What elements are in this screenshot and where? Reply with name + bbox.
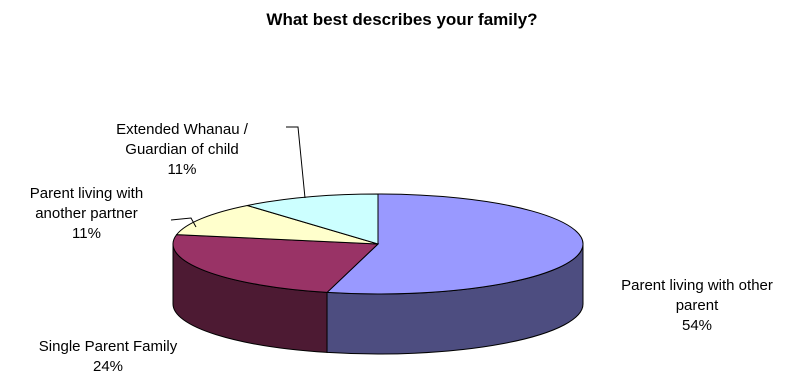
chart-title: What best describes your family? xyxy=(266,10,538,29)
slice-extended-whanau xyxy=(247,193,379,245)
slice-label-parent-living-with-another-partner: Parent living with another partner 11% xyxy=(29,185,144,242)
slice-parent-living-with-other-parent xyxy=(325,193,584,295)
slice-label-single-parent-family: Single Parent Family 24% xyxy=(38,338,178,375)
slice-label-extended-whanau: Extended Whanau / Guardian of child 11% xyxy=(116,121,248,178)
leader-line-extended-whanau xyxy=(286,126,306,199)
slice-single-parent-family xyxy=(172,234,380,293)
slice-parent-living-with-another-partner xyxy=(175,204,379,245)
leader-line-another-partner xyxy=(170,217,197,228)
slice-label-parent-living-with-other-parent: Parent living with other parent 54% xyxy=(621,277,773,334)
